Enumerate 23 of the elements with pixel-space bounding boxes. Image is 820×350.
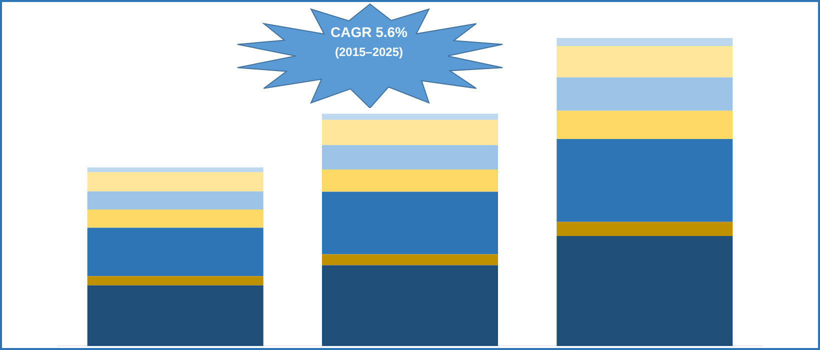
annotation: (2015–2025) <box>334 44 404 61</box>
bar <box>87 276 264 286</box>
bar <box>556 110 733 140</box>
bar <box>87 172 264 192</box>
bar <box>322 254 498 266</box>
bar <box>322 192 498 254</box>
annotation: CAGR 5.6% <box>329 23 409 42</box>
bar <box>322 120 498 146</box>
bar <box>322 114 498 120</box>
bar <box>87 210 264 228</box>
bar <box>87 167 264 172</box>
bar <box>322 145 498 170</box>
bar <box>556 139 733 222</box>
bar <box>556 77 733 111</box>
bar <box>87 285 264 346</box>
bar <box>322 170 498 192</box>
bar <box>556 236 733 346</box>
bar <box>556 222 733 236</box>
bar <box>87 228 264 276</box>
bar <box>87 191 264 210</box>
bar <box>556 46 733 78</box>
bar <box>322 265 498 346</box>
bar <box>556 38 733 46</box>
